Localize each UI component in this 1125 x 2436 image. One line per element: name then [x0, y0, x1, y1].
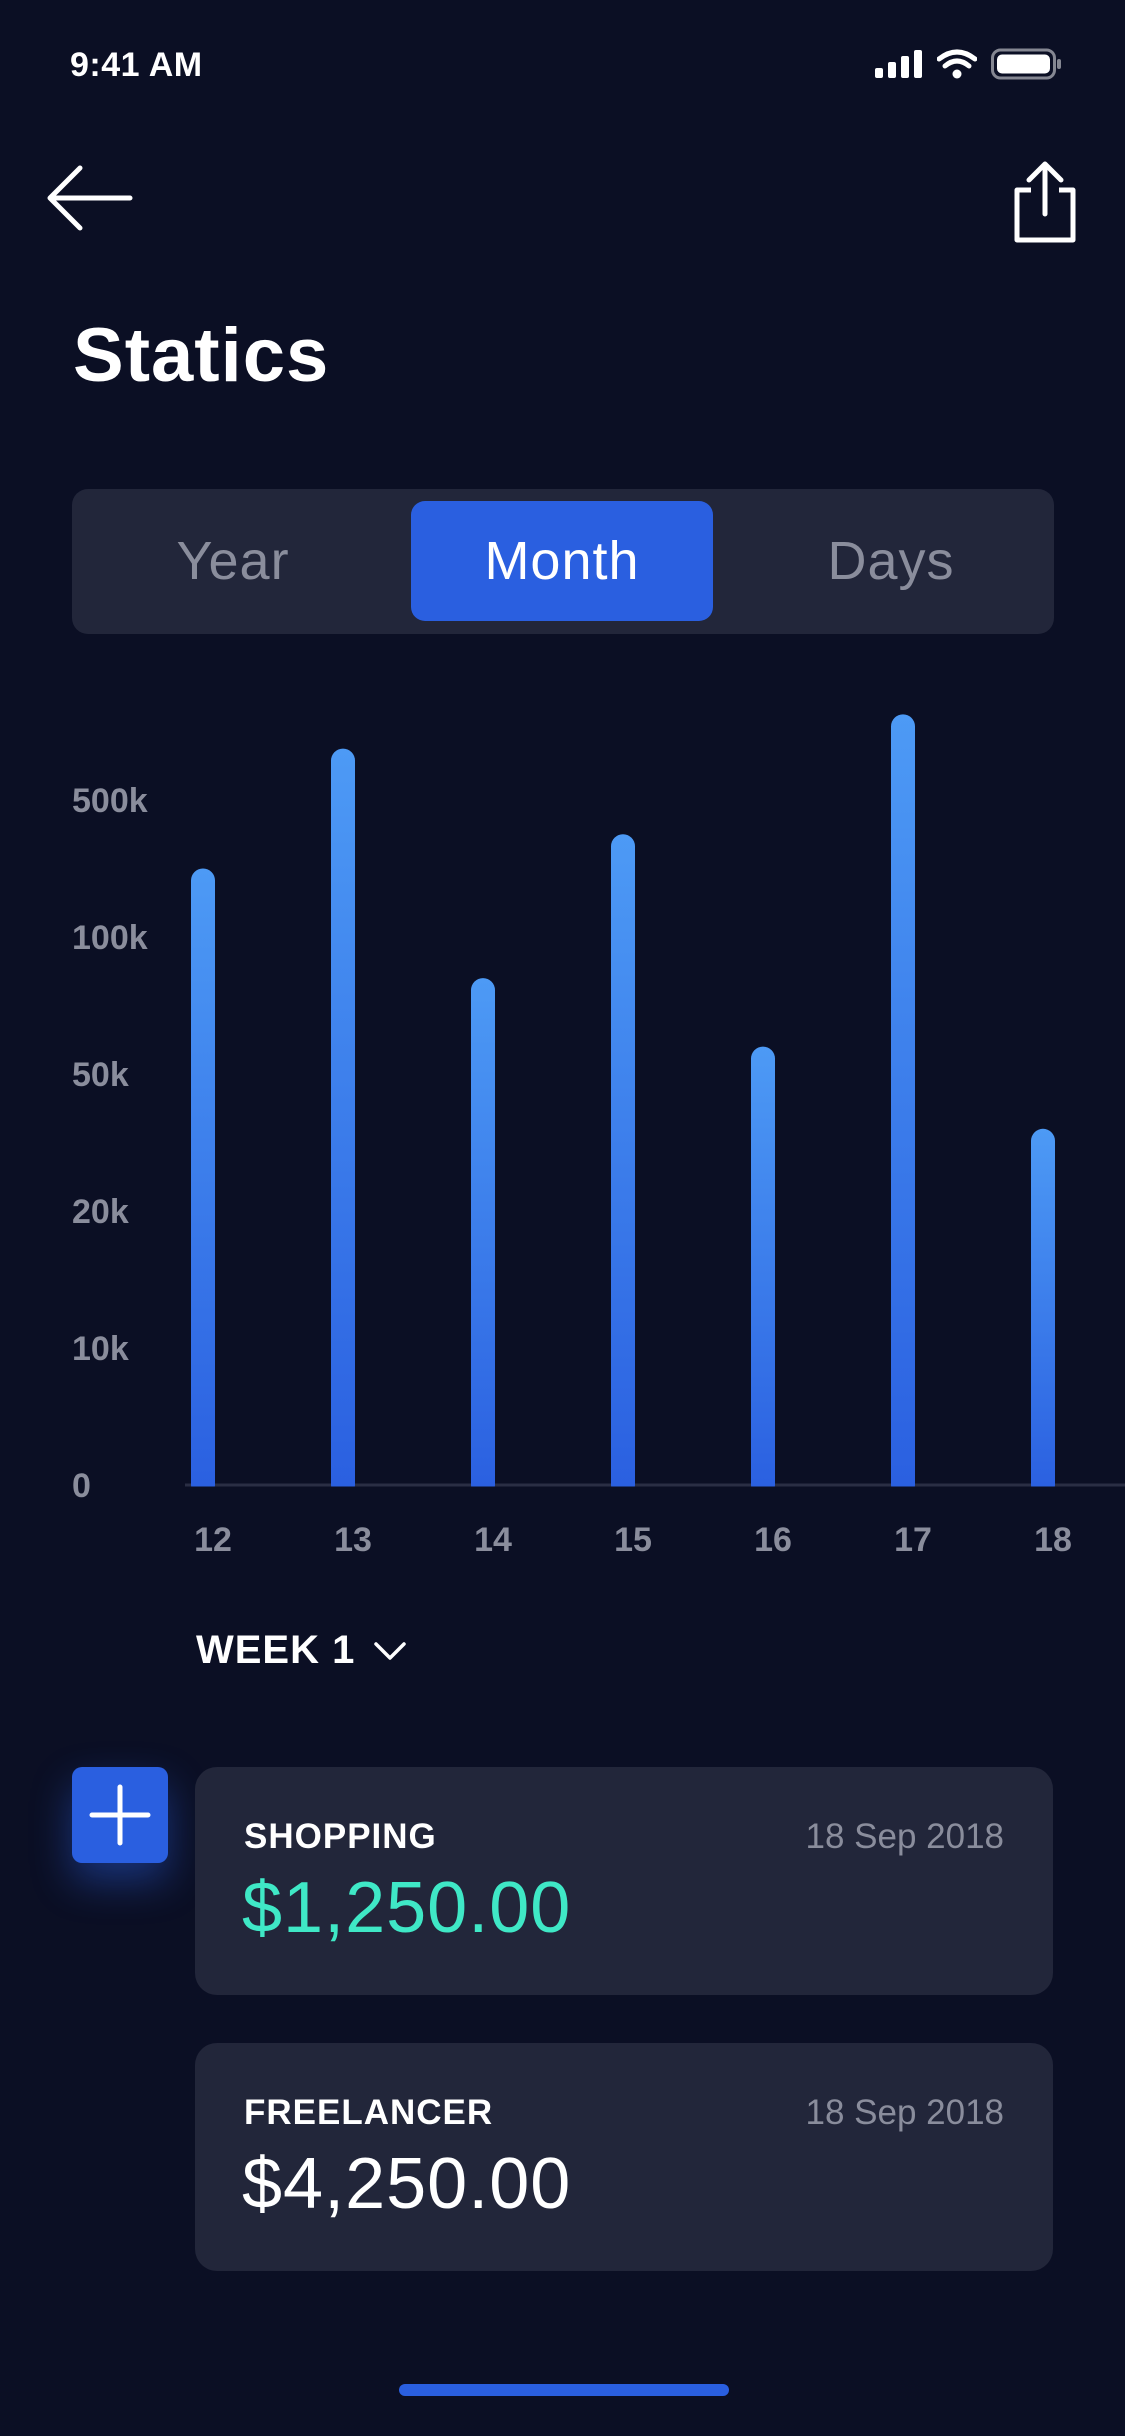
tab-month[interactable]: Month: [411, 501, 713, 621]
chart-bar[interactable]: [331, 748, 355, 1497]
y-tick-label: 10k: [72, 1330, 129, 1368]
chart-bar[interactable]: [1031, 1128, 1055, 1497]
transaction-card[interactable]: FREELANCER 18 Sep 2018 $4,250.00: [195, 2043, 1053, 2271]
transaction-date: 18 Sep 2018: [805, 2093, 1004, 2132]
transaction-date: 18 Sep 2018: [805, 1817, 1004, 1856]
chart-bar[interactable]: [751, 1046, 775, 1497]
x-tick-label: 15: [614, 1521, 652, 1559]
y-tick-label: 50k: [72, 1056, 129, 1094]
wifi-icon: [936, 49, 978, 84]
x-tick-label: 14: [474, 1521, 512, 1559]
home-indicator[interactable]: [399, 2384, 729, 2396]
y-tick-label: 100k: [72, 919, 148, 957]
share-icon: [1014, 161, 1076, 243]
chart-bar[interactable]: [891, 714, 915, 1497]
x-tick-label: 12: [194, 1521, 232, 1559]
transaction-amount: $4,250.00: [242, 2144, 572, 2224]
share-button[interactable]: [1007, 160, 1083, 244]
transaction-category: FREELANCER: [244, 2093, 494, 2132]
period-tabs: Year Month Days: [72, 489, 1054, 634]
page-title: Statics: [73, 313, 330, 398]
x-tick-label: 17: [894, 1521, 932, 1559]
arrow-left-icon: [47, 165, 133, 231]
bar-chart: 0 10k 20k 50k 100k 500k 12 13 14 15 16 17 18: [72, 714, 1125, 1559]
add-transaction-button[interactable]: [72, 1767, 168, 1863]
chevron-down-icon: [374, 1641, 407, 1660]
transaction-amount: $1,250.00: [242, 1868, 572, 1948]
status-time: 9:41 AM: [70, 46, 203, 84]
battery-icon: [991, 48, 1063, 85]
x-tick-label: 18: [1034, 1521, 1072, 1559]
y-tick-label: 0: [72, 1467, 91, 1505]
transaction-category: SHOPPING: [244, 1817, 437, 1856]
tab-days[interactable]: Days: [827, 531, 955, 591]
x-tick-label: 13: [334, 1521, 372, 1559]
y-tick-label: 500k: [72, 782, 148, 820]
back-button[interactable]: [44, 160, 136, 236]
chart-bar[interactable]: [471, 978, 495, 1497]
chart-bar[interactable]: [191, 868, 215, 1498]
transaction-card[interactable]: SHOPPING 18 Sep 2018 $1,250.00: [195, 1767, 1053, 1995]
tab-year[interactable]: Year: [176, 531, 290, 591]
x-tick-label: 16: [754, 1521, 792, 1559]
y-tick-label: 20k: [72, 1193, 129, 1231]
status-icons: [875, 48, 1063, 85]
week-selector[interactable]: WEEK 1: [196, 1628, 407, 1673]
signal-icon: [875, 50, 923, 83]
week-label: WEEK 1: [196, 1628, 356, 1672]
chart-bar[interactable]: [611, 834, 635, 1497]
plus-icon: [89, 1784, 151, 1846]
axis-mask: [185, 1486, 1125, 1507]
